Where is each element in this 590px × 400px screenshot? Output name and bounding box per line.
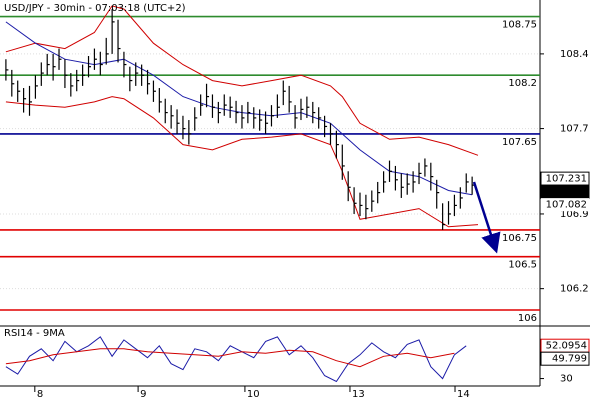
level-label: 107.65 <box>502 137 537 148</box>
x-tick-label: 14 <box>457 389 470 400</box>
level-label: 106 <box>518 313 537 324</box>
price-label: 107.17 <box>540 184 590 199</box>
price-label-text: 107.082 <box>546 200 587 211</box>
rsi-title: RSI14 - 9MA <box>4 328 65 339</box>
y-tick-label: 106.9 <box>560 209 589 220</box>
y-tick-label: 106.2 <box>560 284 589 295</box>
price-label-text: 107.17 <box>552 187 587 198</box>
forecast-arrow <box>472 181 501 254</box>
series-line <box>5 5 479 156</box>
price-label-text: 107.231 <box>546 174 587 185</box>
x-tick-label: 9 <box>140 389 146 400</box>
price-label-text: 52.0954 <box>546 341 587 352</box>
price-label: 107.082 <box>541 198 589 212</box>
level-label: 106.5 <box>508 260 537 271</box>
y-tick-label: 107.7 <box>560 124 589 135</box>
series-line <box>5 348 455 368</box>
level-label: 108.2 <box>508 78 537 89</box>
plot-layer: 106.2 106.9 107.7 108.4 108.75 108.2 107.65 106… <box>0 5 590 400</box>
x-tick-label: 13 <box>352 389 365 400</box>
price-label-text: 49.799 <box>552 354 587 365</box>
level-label: 108.75 <box>502 20 537 31</box>
price-label-box <box>541 198 589 212</box>
series-line <box>5 96 479 228</box>
y-tick-label: 30 <box>560 374 573 385</box>
price-label: 49.799 <box>540 351 590 366</box>
price-label-box <box>540 351 590 366</box>
y-tick-label: 108.4 <box>560 49 589 60</box>
x-tick-label: 10 <box>247 389 260 400</box>
chart-title: USD/JPY - 30min - 07:03:18 (UTC+2) <box>4 3 186 14</box>
x-tick-label: 8 <box>37 389 43 400</box>
price-label: 52.0954 <box>540 338 590 353</box>
series-line <box>5 336 467 383</box>
price-label: 107.231 <box>540 171 590 186</box>
level-label: 106.75 <box>502 233 537 244</box>
